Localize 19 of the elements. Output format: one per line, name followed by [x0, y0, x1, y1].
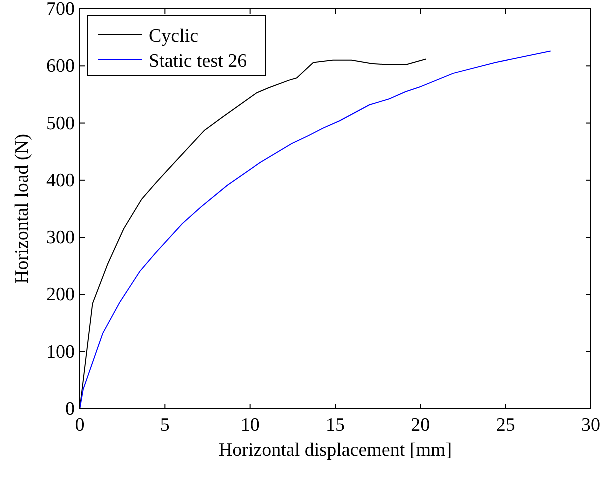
- x-tick-label: 5: [160, 415, 170, 436]
- legend-label: Cyclic: [149, 26, 199, 47]
- x-tick-label: 20: [411, 415, 430, 436]
- x-axis-title: Horizontal displacement [mm]: [218, 440, 452, 461]
- y-tick-label: 500: [46, 113, 75, 134]
- y-tick-label: 600: [46, 56, 75, 78]
- y-axis-title: Horizontal load (N): [12, 134, 33, 284]
- y-tick-label: 0: [66, 399, 75, 420]
- legend-label: Static test 26: [149, 51, 248, 72]
- y-tick-label: 100: [46, 342, 75, 363]
- x-tick-label: 10: [240, 415, 260, 436]
- line-series: [80, 50, 552, 410]
- y-tick-label: 200: [46, 284, 75, 306]
- y-tick-label: 300: [46, 228, 75, 249]
- x-tick-label: 25: [496, 415, 516, 436]
- y-tick-label: 400: [46, 170, 75, 192]
- x-tick-label: 30: [582, 415, 600, 436]
- y-tick-label: 700: [46, 0, 75, 20]
- x-tick-label: 15: [326, 415, 345, 436]
